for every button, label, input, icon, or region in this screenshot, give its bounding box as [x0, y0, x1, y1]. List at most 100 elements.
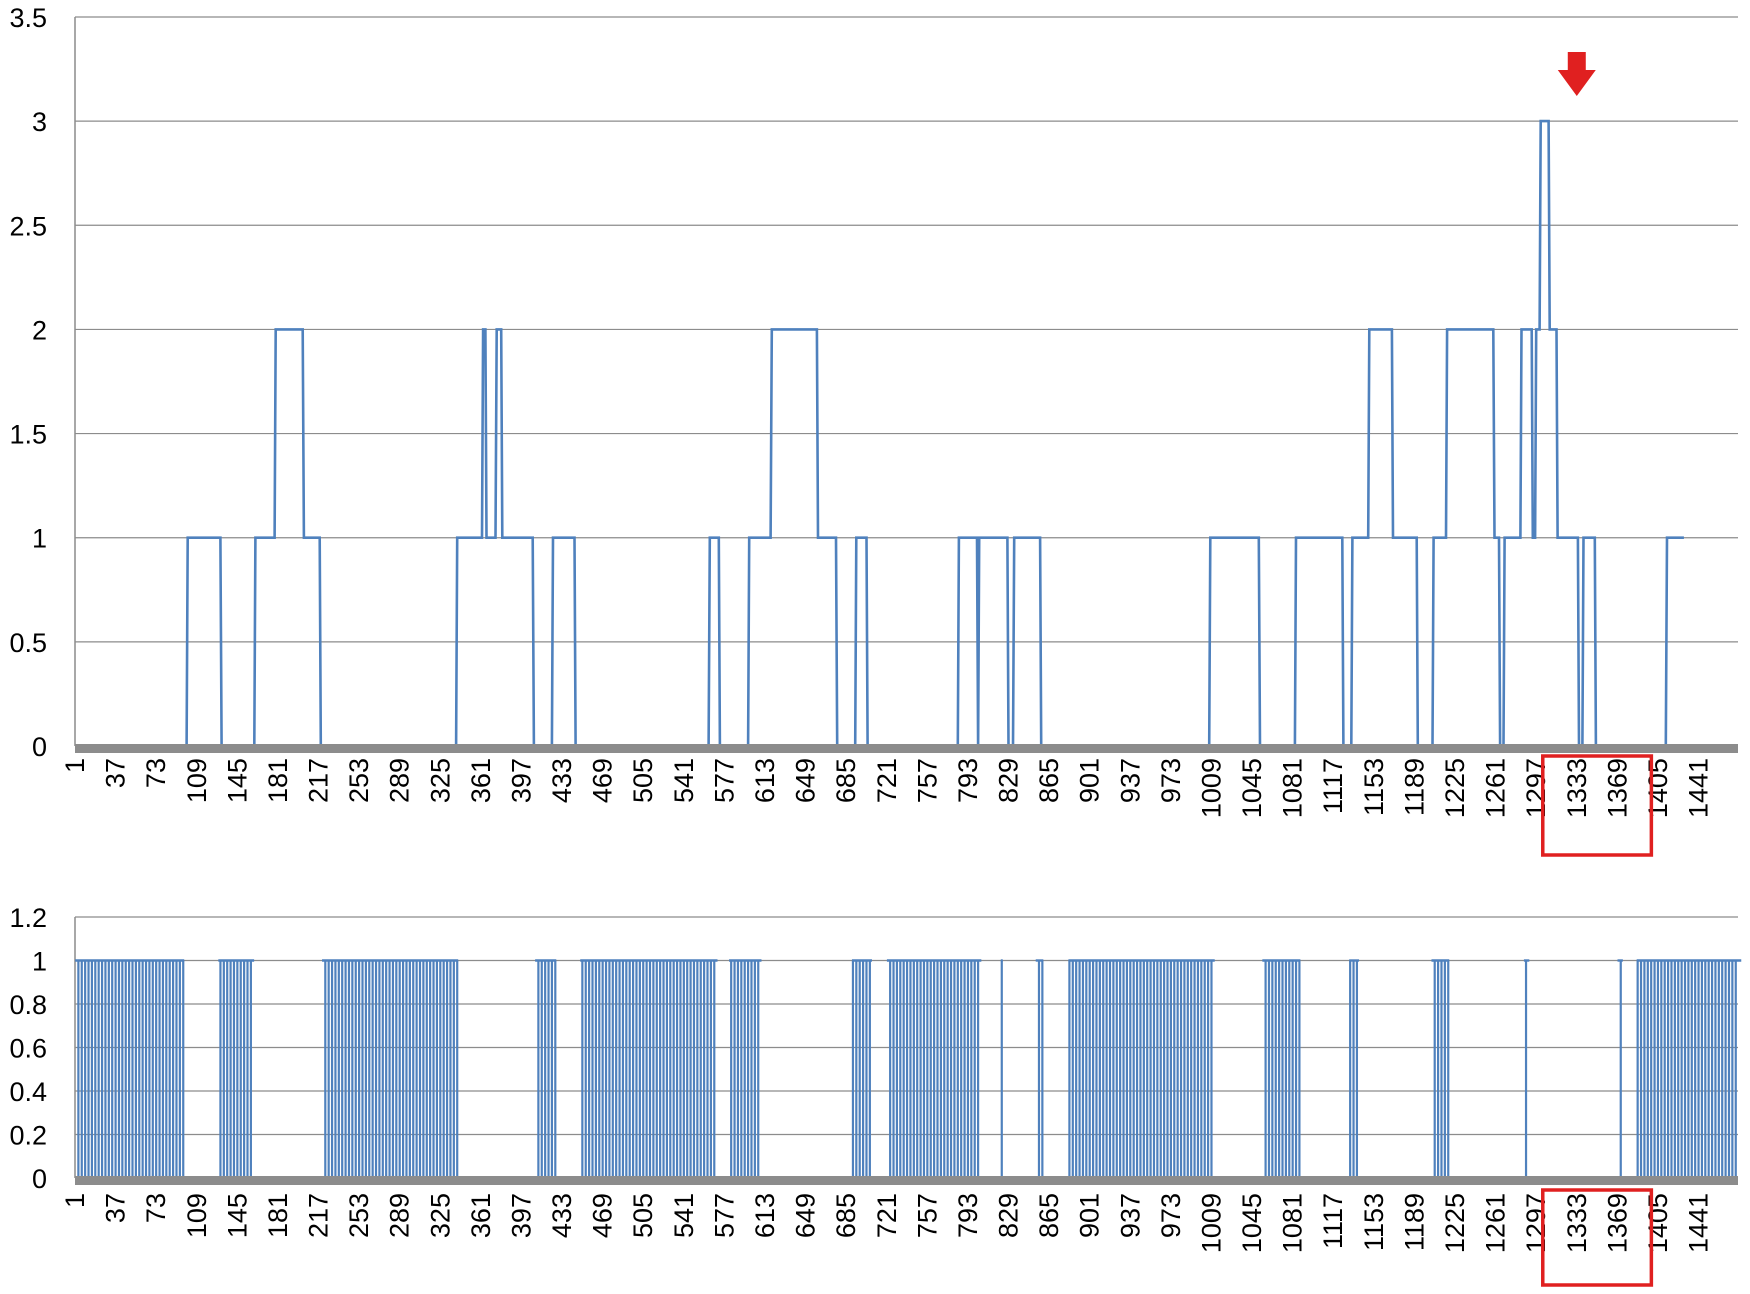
x-tick-label: 505	[628, 758, 658, 803]
x-tick-label: 73	[141, 758, 171, 788]
x-tick-label: 361	[466, 758, 496, 803]
x-tick-label: 1153	[1359, 758, 1389, 816]
x-tick-label: 217	[304, 758, 334, 803]
x-tick-label: 1333	[1562, 1193, 1592, 1253]
x-tick-label: 1117	[1318, 1193, 1348, 1249]
x-tick-label: 37	[101, 1193, 131, 1223]
x-tick-label: 73	[141, 1193, 171, 1223]
x-tick-label: 1045	[1237, 758, 1267, 818]
x-tick-label: 541	[669, 1193, 699, 1238]
x-tick-label: 973	[1156, 758, 1186, 803]
x-tick-label: 829	[994, 1193, 1024, 1238]
x-tick-label: 253	[344, 1193, 374, 1238]
x-tick-label: 937	[1115, 758, 1145, 803]
x-tick-label: 865	[1034, 758, 1064, 803]
y-tick-label: 0.5	[9, 628, 47, 658]
x-tick-label: 937	[1115, 1193, 1145, 1238]
x-tick-label: 865	[1034, 1193, 1064, 1238]
x-tick-label: 721	[872, 1193, 902, 1238]
x-tick-label: 325	[425, 758, 455, 803]
x-tick-label: 469	[588, 1193, 618, 1238]
y-tick-label: 2.5	[9, 211, 47, 241]
y-tick-label: 0.6	[9, 1034, 47, 1064]
x-tick-label: 145	[222, 758, 252, 803]
x-tick-label: 109	[182, 1193, 212, 1238]
x-tick-label: 109	[182, 758, 212, 803]
x-tick-label: 1405	[1643, 758, 1673, 818]
y-tick-label: 0.8	[9, 990, 47, 1020]
x-tick-label: 649	[791, 758, 821, 803]
x-tick-label: 1153	[1359, 1193, 1389, 1251]
x-tick-label: 757	[912, 758, 942, 803]
x-axis	[75, 744, 1738, 753]
x-tick-label: 1	[60, 758, 90, 773]
x-tick-label: 397	[507, 1193, 537, 1238]
x-tick-label: 289	[385, 758, 415, 803]
x-tick-label: 217	[304, 1193, 334, 1238]
y-tick-label: 0.2	[9, 1121, 47, 1151]
x-tick-label: 253	[344, 758, 374, 803]
x-tick-label: 1369	[1602, 1193, 1632, 1253]
x-tick-label: 505	[628, 1193, 658, 1238]
highlight-box	[1541, 1188, 1654, 1287]
y-tick-label: 2	[32, 315, 47, 345]
x-tick-label: 1297	[1521, 1193, 1551, 1253]
x-tick-label: 757	[912, 1193, 942, 1238]
highlight-box	[1541, 754, 1654, 857]
x-tick-label: 1297	[1521, 758, 1551, 818]
x-tick-label: 685	[831, 758, 861, 803]
x-tick-label: 1189	[1399, 1193, 1429, 1251]
x-tick-label: 1441	[1684, 758, 1714, 818]
x-tick-label: 181	[263, 758, 293, 803]
x-tick-label: 397	[507, 758, 537, 803]
x-tick-label: 577	[709, 758, 739, 803]
x-tick-label: 1225	[1440, 758, 1470, 818]
x-tick-label: 577	[709, 1193, 739, 1238]
top-step-chart: 0 0.5 1 1.5 2 2.5 3 3.5 1 37 73 109 145 181 217 253 289 3…	[9, 3, 1738, 857]
x-tick-label: 361	[466, 1193, 496, 1238]
x-tick-label: 1045	[1237, 1193, 1267, 1253]
x-tick-label: 1	[60, 1193, 90, 1208]
y-tick-label: 1.2	[9, 903, 47, 933]
x-tick-label: 613	[750, 1193, 780, 1238]
y-tick-label: 1	[32, 947, 47, 977]
x-tick-label: 181	[263, 1193, 293, 1238]
x-tick-label: 1333	[1562, 758, 1592, 818]
x-tick-label: 145	[222, 1193, 252, 1238]
y-tick-label: 0	[32, 732, 47, 762]
x-tick-label: 1369	[1602, 758, 1632, 818]
x-tick-label: 901	[1075, 1193, 1105, 1238]
x-tick-label: 1441	[1684, 1193, 1714, 1253]
y-tick-label: 1	[32, 524, 47, 554]
x-tick-label: 469	[588, 758, 618, 803]
y-tick-label: 0.4	[9, 1077, 47, 1107]
peak-arrow-icon	[1557, 52, 1596, 96]
x-tick-label: 1261	[1481, 758, 1511, 818]
x-tick-label: 1189	[1399, 758, 1429, 816]
y-tick-label: 1.5	[9, 420, 47, 450]
x-tick-label: 793	[953, 758, 983, 803]
y-tick-label: 3	[32, 107, 47, 137]
x-tick-label: 1081	[1278, 1193, 1308, 1253]
x-tick-label: 613	[750, 758, 780, 803]
x-tick-label: 289	[385, 1193, 415, 1238]
x-tick-label: 541	[669, 758, 699, 803]
x-tick-label: 1261	[1481, 1193, 1511, 1253]
x-tick-label: 1081	[1278, 758, 1308, 818]
x-tick-label: 1117	[1318, 758, 1348, 814]
x-tick-label: 37	[101, 758, 131, 788]
x-tick-label: 829	[994, 758, 1024, 803]
bottom-bar-chart: 0 0.2 0.4 0.6 0.8 1 1.2 1 37 73 109 145 181 217 253 289…	[9, 903, 1742, 1287]
x-tick-label: 793	[953, 1193, 983, 1238]
x-tick-label: 325	[425, 1193, 455, 1238]
x-tick-label: 973	[1156, 1193, 1186, 1238]
x-tick-label: 721	[872, 758, 902, 803]
x-tick-label: 685	[831, 1193, 861, 1238]
x-tick-label: 901	[1075, 758, 1105, 803]
x-tick-label: 1009	[1197, 1193, 1227, 1253]
x-axis	[75, 1176, 1738, 1185]
y-tick-label: 3.5	[9, 3, 47, 33]
x-tick-label: 1405	[1643, 1193, 1673, 1253]
y-tick-label: 0	[32, 1164, 47, 1194]
